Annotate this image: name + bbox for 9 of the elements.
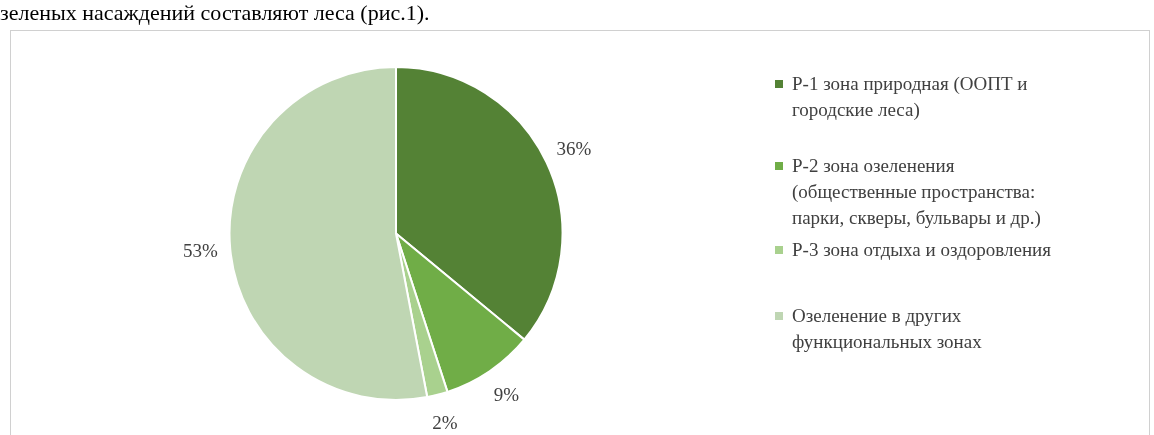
legend-label: Р-2 зона озеленения (общественные пространства: парки, скверы, бульвары и др.) [792,155,1041,228]
data-label: 9% [493,384,520,406]
data-label: 2% [432,411,458,433]
legend-label: Р-3 зона отдыха и оздоровления [792,239,1052,260]
data-label: 53% [182,239,218,261]
data-label: 36% [556,137,592,159]
legend-label: Р-1 зона природная (ООПТ и городские леса) [792,73,1028,120]
legend-label: Озеленение в других функциональных зонах [792,305,982,352]
text: зеленых насаждений составляют леса (рис.1). [0,0,430,26]
